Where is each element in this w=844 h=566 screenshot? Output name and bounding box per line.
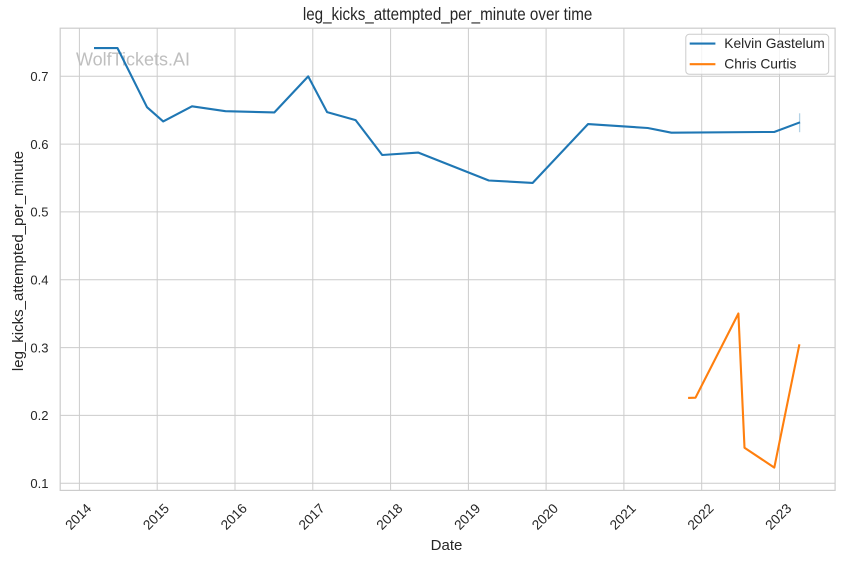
svg-text:0.3: 0.3 bbox=[30, 340, 48, 355]
svg-text:0.6: 0.6 bbox=[30, 137, 48, 152]
svg-text:WolfTickets.AI: WolfTickets.AI bbox=[76, 50, 190, 70]
svg-text:0.4: 0.4 bbox=[30, 273, 48, 288]
svg-text:0.2: 0.2 bbox=[30, 408, 48, 423]
svg-text:0.5: 0.5 bbox=[30, 205, 48, 220]
svg-text:0.1: 0.1 bbox=[30, 476, 48, 491]
svg-text:Date: Date bbox=[431, 537, 463, 554]
svg-text:leg_kicks_attempted_per_minute: leg_kicks_attempted_per_minute bbox=[10, 151, 27, 371]
svg-text:Kelvin Gastelum: Kelvin Gastelum bbox=[724, 36, 824, 51]
svg-text:0.7: 0.7 bbox=[30, 69, 48, 84]
svg-text:leg_kicks_attempted_per_minute: leg_kicks_attempted_per_minute over time bbox=[303, 4, 593, 24]
svg-text:Chris Curtis: Chris Curtis bbox=[724, 57, 796, 72]
